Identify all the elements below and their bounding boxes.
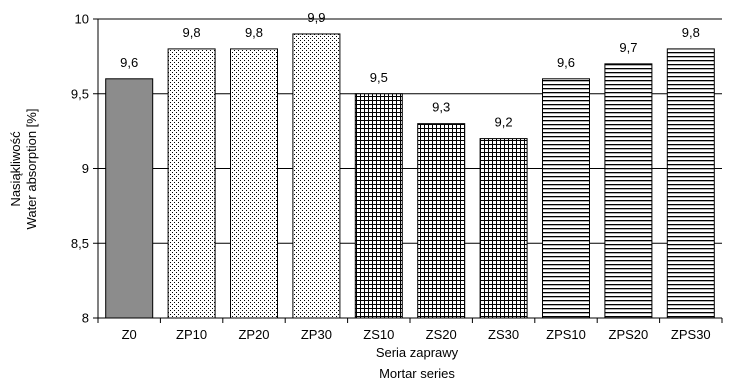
y-axis-title-line-2: Water absorption [%] (24, 109, 39, 230)
bar-z0 (105, 78, 154, 319)
bar-zps20 (604, 63, 653, 319)
x-tick-label-zs10: ZS10 (363, 327, 394, 342)
y-tick-label: 8,5 (71, 236, 89, 251)
x-axis-title-line-1: Seria zaprawy (376, 345, 459, 360)
x-tick-label-zs20: ZS20 (426, 327, 457, 342)
bar-zps30 (666, 48, 715, 319)
data-label-zps20: 9,7 (619, 40, 637, 55)
x-tick-label-zp10: ZP10 (176, 327, 207, 342)
x-tick-label-zps20: ZPS20 (609, 327, 649, 342)
data-label-zs20: 9,3 (432, 100, 450, 115)
bar-zs20 (417, 123, 466, 319)
data-label-zp30: 9,9 (307, 10, 325, 25)
bar-zp20 (230, 48, 278, 319)
x-tick-label-zp20: ZP20 (238, 327, 269, 342)
bar-zs30 (479, 138, 528, 319)
x-tick-label-zps30: ZPS30 (671, 327, 711, 342)
x-tick-label-z0: Z0 (122, 327, 137, 342)
y-tick-label: 9 (82, 161, 89, 176)
y-tick-label: 10 (75, 12, 89, 27)
bar-zps10 (542, 78, 590, 319)
x-tick-label-zp30: ZP30 (301, 327, 332, 342)
bar-zp10 (167, 48, 216, 319)
data-label-zps10: 9,6 (557, 55, 575, 70)
y-tick-label: 8 (82, 311, 89, 326)
data-label-z0: 9,6 (120, 55, 138, 70)
x-tick-label-zs30: ZS30 (488, 327, 519, 342)
labels: 8 8,5 9 9,5 10 9,6 Z0 9,8 ZP10 9,8 ZP20 9,9 ZP30 9,5 Z… (71, 10, 711, 342)
x-axis-title-line-2: Mortar series (379, 366, 455, 381)
y-axis-title-line-1: Nasiąkliwość (8, 131, 23, 207)
y-tick-label: 9,5 (71, 86, 89, 101)
bar-zs10 (354, 93, 403, 319)
data-label-zp20: 9,8 (245, 25, 263, 40)
data-label-zp10: 9,8 (183, 25, 201, 40)
data-label-zps30: 9,8 (682, 25, 700, 40)
data-label-zs10: 9,5 (370, 70, 388, 85)
bars (105, 33, 715, 319)
bar-zp30 (292, 33, 341, 319)
axes (93, 18, 723, 323)
data-label-zs30: 9,2 (495, 115, 513, 130)
x-tick-label-zps10: ZPS10 (546, 327, 586, 342)
